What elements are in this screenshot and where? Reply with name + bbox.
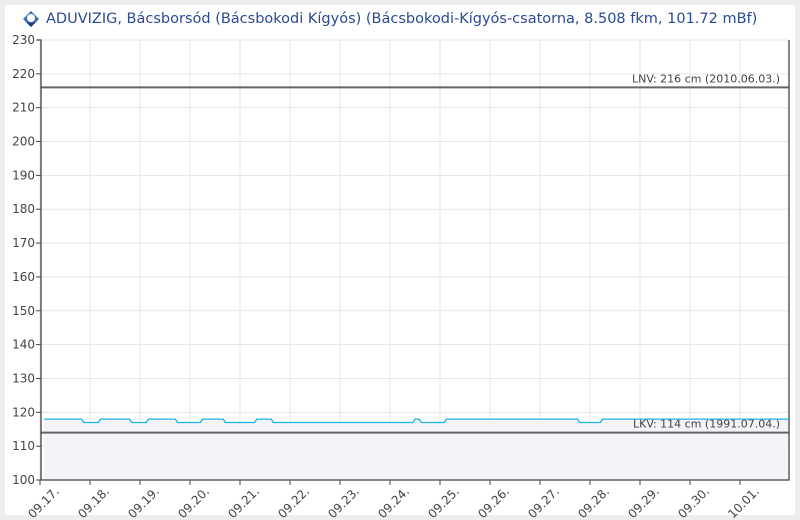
y-tick-label: 210 [12, 101, 35, 115]
y-tick-label: 170 [12, 236, 35, 250]
x-tick-label: 09.20. [175, 484, 212, 520]
x-tick-label: 10.01. [725, 484, 762, 520]
x-tick-label: 09.27. [525, 484, 562, 520]
y-tick-label: 200 [12, 135, 35, 149]
y-tick-label: 160 [12, 270, 35, 284]
y-tick-label: 110 [12, 439, 35, 453]
aduvizig-logo-icon [23, 11, 39, 27]
series-line [44, 418, 788, 424]
chart-title: ADUVIZIG, Bácsborsód (Bácsbokodi Kígyós)… [46, 11, 758, 27]
x-tick-label: 09.19. [125, 484, 162, 520]
y-tick-label: 120 [12, 405, 35, 419]
x-tick-label: 09.26. [475, 484, 512, 520]
x-tick-label: 09.24. [375, 484, 412, 520]
reference-line-label: LNV: 216 cm (2010.06.03.) [632, 72, 780, 85]
x-tick-label: 09.25. [425, 484, 462, 520]
chart-header: ADUVIZIG, Bácsborsód (Bácsbokodi Kígyós)… [22, 8, 757, 30]
reference-line-label: LKV: 114 cm (1991.07.04.) [633, 418, 780, 431]
y-tick-label: 130 [12, 371, 35, 385]
y-tick-label: 100 [12, 473, 35, 487]
y-tick-label: 230 [12, 33, 35, 47]
x-tick-label: 09.23. [325, 484, 362, 520]
series-area [44, 419, 788, 480]
x-tick-label: 09.28. [575, 484, 612, 520]
y-tick-label: 180 [12, 202, 35, 216]
x-tick-label: 09.30. [675, 484, 712, 520]
x-tick-label: 09.18. [75, 484, 112, 520]
x-tick-label: 09.21. [225, 484, 262, 520]
y-tick-label: 140 [12, 338, 35, 352]
x-tick-label: 09.22. [275, 484, 312, 520]
x-tick-label: 09.17. [25, 484, 62, 520]
axes [37, 39, 790, 481]
x-tick-label: 09.29. [625, 484, 662, 520]
y-tick-label: 190 [12, 168, 35, 182]
y-tick-label: 220 [12, 67, 35, 81]
y-tick-label: 150 [12, 304, 35, 318]
